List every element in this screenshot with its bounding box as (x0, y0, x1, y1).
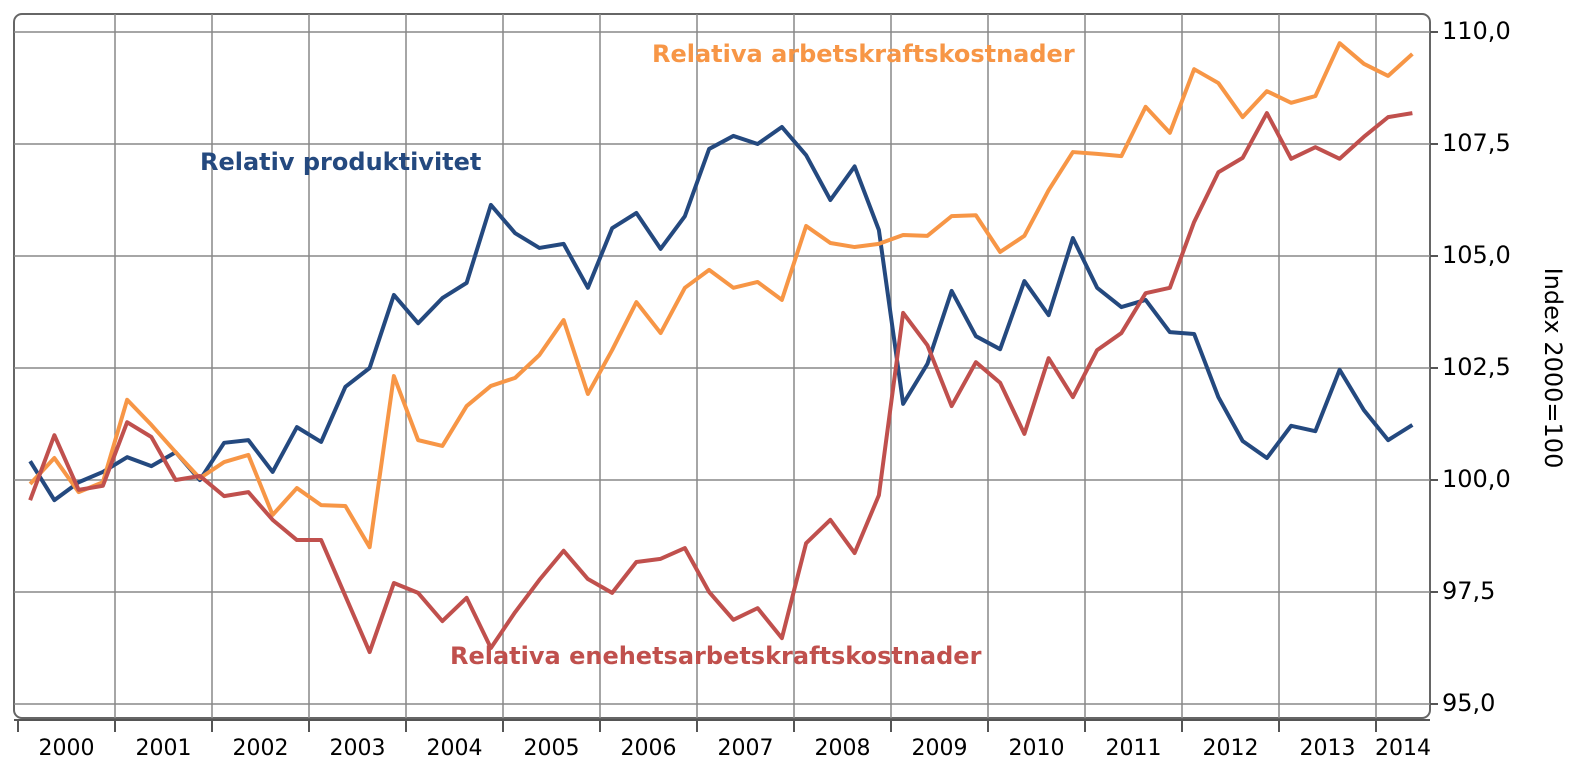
x-tick-label: 2014 (1375, 736, 1431, 761)
y-tick-label: 102,5 (1442, 353, 1511, 381)
x-tick-label: 2011 (1106, 736, 1162, 761)
x-tick-label: 2003 (330, 736, 386, 761)
series-label: Relativ produktivitet (200, 148, 481, 176)
x-tick-label: 2002 (233, 736, 289, 761)
x-tick-label: 2005 (524, 736, 580, 761)
x-tick-label: 2008 (815, 736, 871, 761)
y-tick-label: 97,5 (1442, 577, 1495, 605)
x-tick-label: 2012 (1203, 736, 1259, 761)
series-label: Relativa arbetskraftskostnader (652, 40, 1075, 68)
x-tick-label: 2013 (1300, 736, 1356, 761)
x-tick-label: 2000 (39, 736, 95, 761)
x-tick-label: 2010 (1009, 736, 1065, 761)
series-label: Relativa enehetsarbetskraftskostnader (450, 642, 982, 670)
y-tick-label: 100,0 (1442, 465, 1511, 493)
x-tick-label: 2009 (912, 736, 968, 761)
y-axis-label: Index 2000=100 (1539, 268, 1567, 469)
series-line (28, 41, 1414, 550)
series-line (28, 124, 1414, 503)
y-tick-label: 107,5 (1442, 129, 1511, 157)
y-tick-label: 95,0 (1442, 689, 1495, 717)
x-tick-label: 2004 (427, 736, 483, 761)
y-tick-label: 110,0 (1442, 17, 1511, 45)
x-tick-label: 2001 (136, 736, 192, 761)
x-tick-label: 2006 (621, 736, 677, 761)
y-tick-label: 105,0 (1442, 241, 1511, 269)
series-line (28, 111, 1413, 655)
plot-frame (13, 13, 1431, 719)
x-tick-label: 2007 (718, 736, 774, 761)
